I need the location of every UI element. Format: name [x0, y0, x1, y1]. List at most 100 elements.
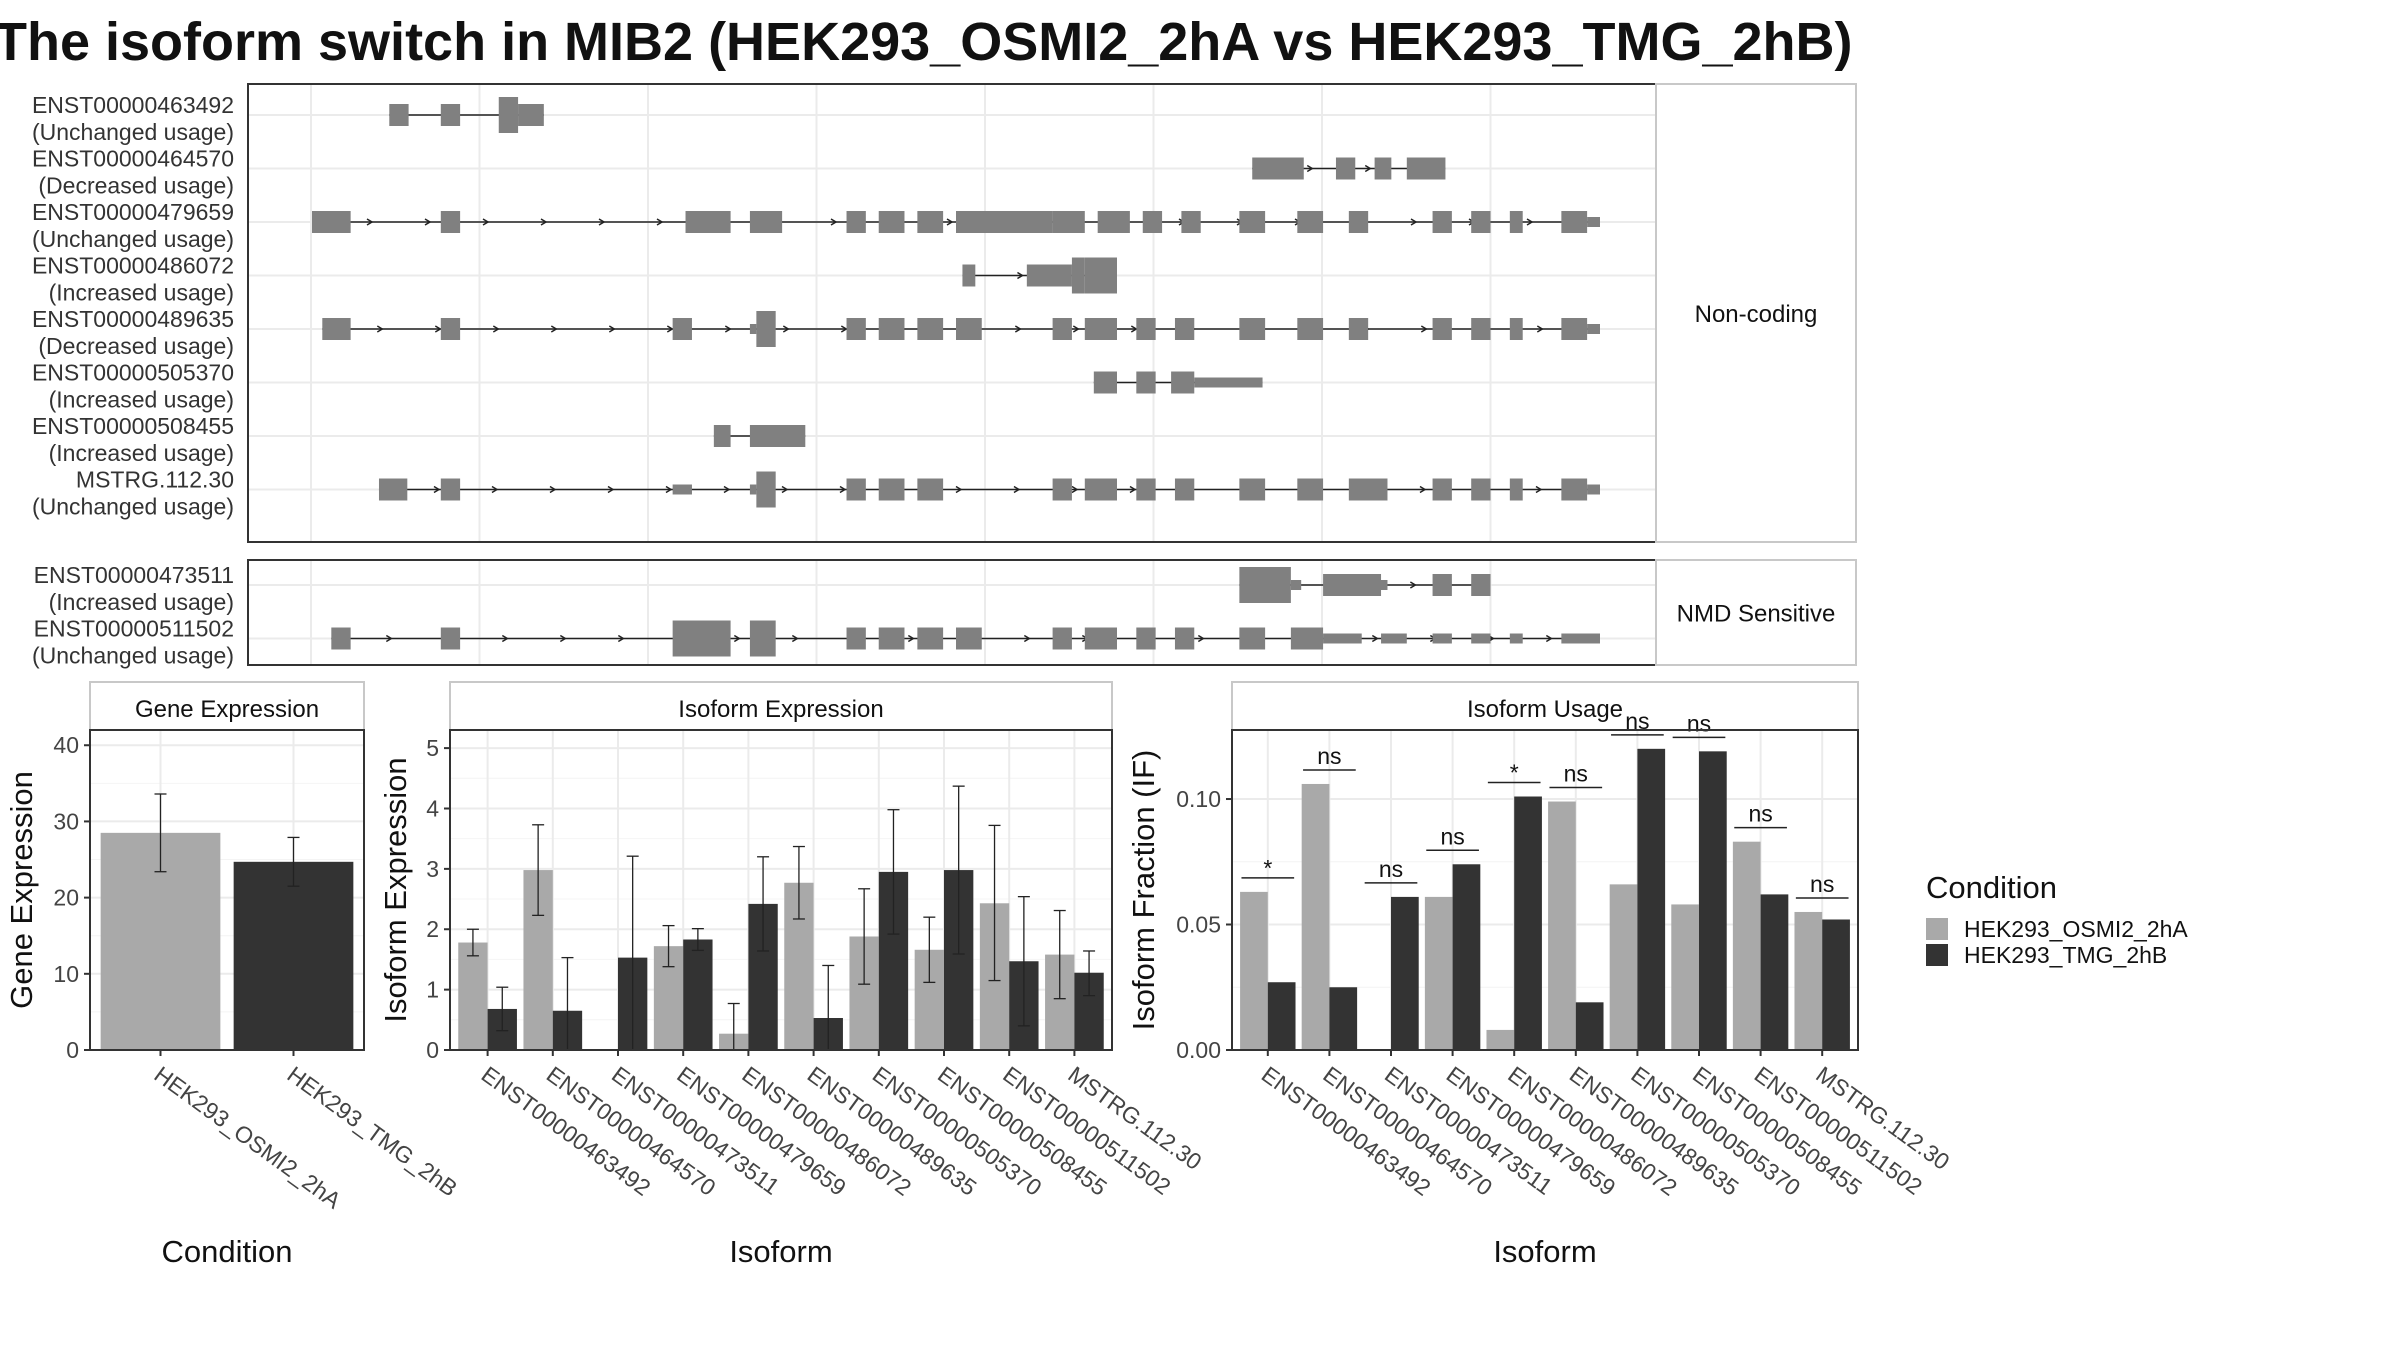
y-axis-title: Gene Expression — [4, 771, 39, 1009]
y-tick-label: 5 — [426, 735, 439, 761]
exon-block — [756, 471, 776, 508]
intron-direction-arrow — [598, 218, 606, 226]
exon-block — [389, 104, 409, 126]
transcript-usage-label: (Decreased usage) — [38, 173, 234, 199]
exon-block — [878, 211, 905, 233]
exon-block — [1194, 377, 1263, 388]
exon-block — [518, 104, 544, 126]
intron-direction-arrow — [617, 634, 625, 643]
structure-strip — [1655, 559, 1857, 666]
exon-block — [1587, 217, 1600, 227]
exon-block — [1052, 478, 1072, 501]
plot-border — [89, 729, 365, 1051]
legend-swatch — [1926, 944, 1948, 966]
exon-block — [1093, 371, 1117, 394]
exon-block — [1174, 627, 1195, 650]
bar — [1548, 801, 1576, 1050]
exon-block — [1136, 627, 1156, 650]
exon-block — [1071, 257, 1085, 294]
exon-block — [1323, 633, 1362, 644]
exon-block — [962, 264, 976, 287]
isoform-expression-panel: Isoform Expression012345ENST00000463492E… — [378, 681, 1207, 1269]
transcript-usage-label: (Increased usage) — [49, 440, 234, 466]
exon-block — [1239, 478, 1266, 501]
exon-block — [917, 627, 944, 650]
exon-block — [498, 97, 519, 133]
intron-direction-arrow — [840, 325, 848, 333]
panel-strip — [1231, 681, 1859, 731]
exon-block — [1252, 157, 1304, 180]
exon-block — [1026, 264, 1072, 287]
exon-block — [1239, 318, 1266, 340]
transcript-id-label: MSTRG.112.30 — [76, 467, 234, 493]
exon-block — [440, 478, 461, 501]
exon-block — [1136, 478, 1156, 501]
y-tick-label: 10 — [53, 961, 79, 987]
intron-direction-arrow — [1013, 485, 1021, 494]
legend-title: Condition — [1926, 870, 2057, 905]
intron-direction-arrow — [1306, 164, 1314, 173]
exon-block — [956, 627, 982, 650]
exon-block — [1297, 478, 1324, 501]
transcript-usage-label: (Increased usage) — [49, 387, 234, 413]
y-tick-label: 20 — [53, 885, 79, 911]
panel-strip — [449, 681, 1113, 731]
y-tick-label: 0.00 — [1176, 1037, 1221, 1063]
exon-block — [878, 318, 905, 340]
exon-block — [1432, 633, 1452, 644]
structure-plot-background — [248, 560, 1656, 665]
transcript-usage-label: (Decreased usage) — [38, 333, 234, 359]
y-tick-label: 0 — [426, 1037, 439, 1063]
exon-block — [1348, 478, 1388, 501]
intron-direction-arrow — [1130, 325, 1138, 333]
intron-direction-arrow — [424, 218, 432, 226]
exon-block — [440, 104, 461, 126]
bar — [1240, 891, 1268, 1050]
bar — [1514, 796, 1542, 1050]
exon-block — [1381, 633, 1407, 644]
y-tick-label: 1 — [426, 977, 439, 1003]
exon-block — [1509, 318, 1523, 340]
exon-block — [1432, 574, 1452, 596]
transcript-id-label: ENST00000508455 — [32, 413, 234, 439]
exon-block — [1509, 633, 1523, 644]
exon-block — [1142, 211, 1163, 233]
panel-strip — [89, 681, 365, 731]
bar — [1452, 864, 1481, 1050]
exon-block — [749, 324, 757, 334]
intron-direction-arrow — [1526, 218, 1534, 226]
transcript-id-label: ENST00000511502 — [34, 616, 234, 642]
exon-block — [1432, 478, 1452, 501]
exon-block — [1361, 580, 1388, 590]
transcript-usage-label: (Unchanged usage) — [32, 226, 234, 252]
bar — [1609, 884, 1638, 1050]
exon-block — [1239, 627, 1266, 650]
y-tick-label: 4 — [426, 795, 439, 821]
y-tick-label: 3 — [426, 856, 439, 882]
intron-direction-arrow — [666, 325, 674, 333]
bar — [1391, 896, 1419, 1050]
exon-block — [331, 627, 351, 650]
exon-block — [1509, 478, 1523, 501]
significance-label: ns — [1687, 710, 1711, 736]
legend-label: HEK293_TMG_2hB — [1964, 942, 2167, 968]
significance-label: ns — [1379, 856, 1403, 882]
bar — [1575, 1002, 1604, 1050]
y-tick-label: 0.05 — [1176, 912, 1221, 938]
intron-direction-arrow — [724, 325, 732, 333]
isoform-usage-panel: Isoform Usage 0.00 0.05 0.10 * ns ns ns * ns ns ns n… — [1126, 681, 1954, 1269]
exon-block — [378, 478, 408, 501]
exon-block — [846, 318, 866, 340]
significance-label: * — [1263, 855, 1272, 881]
exon-block — [749, 620, 776, 657]
transcript-id-label: ENST00000473511 — [34, 562, 234, 588]
structure-group: ENST00000463492(Unchanged usage)ENST0000… — [32, 83, 1857, 543]
exon-block — [1426, 157, 1446, 180]
y-tick-label: 2 — [426, 916, 439, 942]
gene-expression-panel: Gene Expression010203040HEK293_OSMI2_2hA… — [4, 681, 462, 1269]
bar — [1267, 982, 1296, 1050]
exon-block — [1052, 627, 1072, 650]
bar — [1329, 987, 1358, 1050]
exon-block — [1587, 484, 1600, 495]
